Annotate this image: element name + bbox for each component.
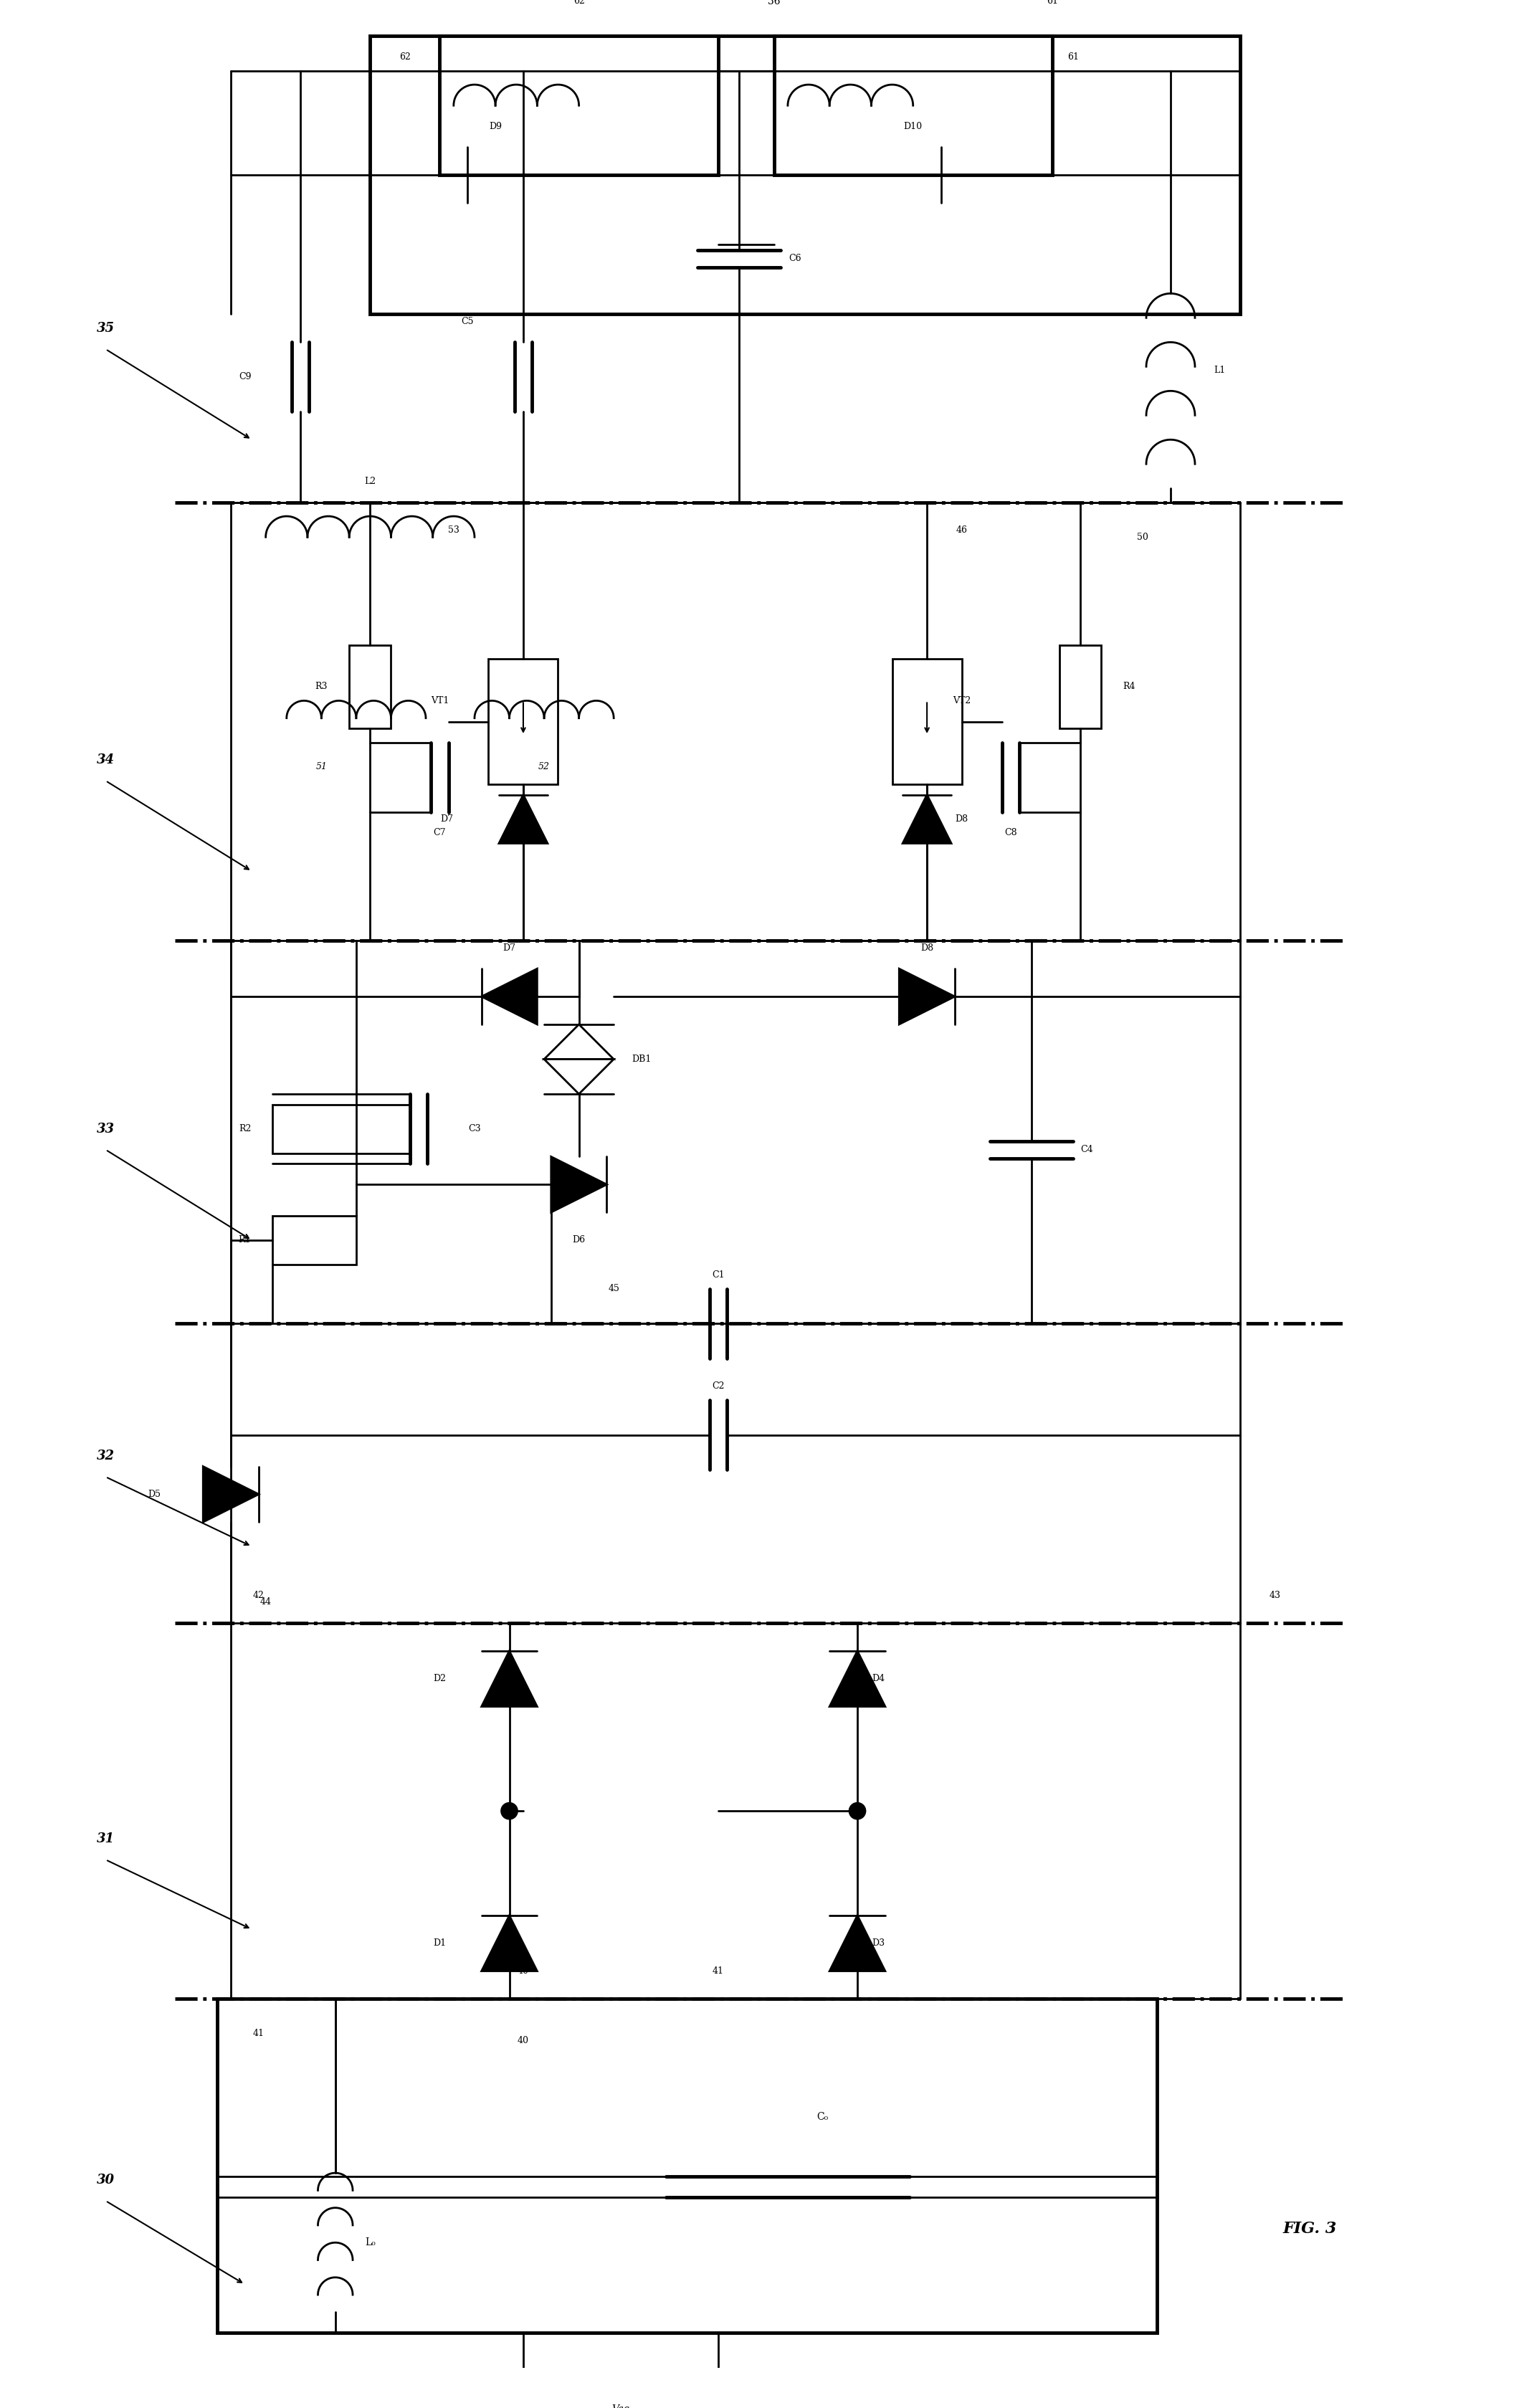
Bar xyxy=(216,1999,1157,2333)
Text: C7: C7 xyxy=(433,828,447,838)
Polygon shape xyxy=(482,968,536,1023)
Polygon shape xyxy=(552,1156,607,1211)
Text: C5: C5 xyxy=(462,315,474,325)
Polygon shape xyxy=(482,1914,536,1972)
Text: D4: D4 xyxy=(872,1674,885,1683)
Text: R2: R2 xyxy=(239,1125,251,1134)
Text: D1: D1 xyxy=(433,1938,447,1948)
Text: 30: 30 xyxy=(96,2174,114,2186)
Circle shape xyxy=(849,1804,866,1820)
Text: 44: 44 xyxy=(261,1597,271,1606)
Text: 62: 62 xyxy=(399,53,410,63)
Text: D6: D6 xyxy=(573,1235,585,1245)
Text: 35: 35 xyxy=(96,323,114,335)
Text: D9: D9 xyxy=(489,123,501,130)
Text: 53: 53 xyxy=(448,525,459,535)
Text: VT2: VT2 xyxy=(952,696,971,706)
Text: 34: 34 xyxy=(96,754,114,766)
Text: C3: C3 xyxy=(468,1125,482,1134)
Text: R1: R1 xyxy=(239,1235,251,1245)
Bar xyxy=(349,645,392,730)
Text: L1: L1 xyxy=(1213,366,1225,376)
Polygon shape xyxy=(498,795,547,843)
Text: L2: L2 xyxy=(364,477,376,486)
Text: D10: D10 xyxy=(904,123,922,130)
Text: D7: D7 xyxy=(440,814,453,824)
Text: Vac: Vac xyxy=(611,2406,629,2408)
Text: C₀: C₀ xyxy=(817,2112,829,2121)
Text: 62: 62 xyxy=(573,0,585,5)
Polygon shape xyxy=(899,968,956,1023)
Polygon shape xyxy=(203,1466,259,1522)
Text: D3: D3 xyxy=(872,1938,885,1948)
Polygon shape xyxy=(544,1023,614,1060)
Polygon shape xyxy=(829,1652,885,1707)
Text: 33: 33 xyxy=(96,1122,114,1134)
Bar xyxy=(1059,645,1100,730)
Text: 45: 45 xyxy=(608,1283,619,1293)
Bar xyxy=(273,1105,357,1153)
Circle shape xyxy=(501,1804,518,1820)
Polygon shape xyxy=(829,1914,885,1972)
Text: FIG. 3: FIG. 3 xyxy=(1283,2220,1337,2237)
Polygon shape xyxy=(468,147,523,202)
Text: 32: 32 xyxy=(96,1450,114,1462)
Text: D5: D5 xyxy=(148,1491,162,1498)
Text: D2: D2 xyxy=(433,1674,447,1683)
Text: 46: 46 xyxy=(956,525,968,535)
Bar xyxy=(489,660,558,785)
Text: D8: D8 xyxy=(920,944,934,954)
Text: 41: 41 xyxy=(253,2030,265,2040)
Text: 31: 31 xyxy=(96,1832,114,1845)
Text: C8: C8 xyxy=(1004,828,1017,838)
Text: 43: 43 xyxy=(1269,1592,1280,1599)
Text: C4: C4 xyxy=(1081,1146,1093,1153)
Text: C2: C2 xyxy=(712,1382,724,1392)
Polygon shape xyxy=(544,1060,614,1093)
Text: 50: 50 xyxy=(1137,532,1149,542)
Text: R4: R4 xyxy=(1123,681,1135,691)
Polygon shape xyxy=(902,795,951,843)
Text: 41: 41 xyxy=(712,1967,724,1975)
Text: 51: 51 xyxy=(315,763,328,771)
Text: VT1: VT1 xyxy=(431,696,448,706)
Bar xyxy=(370,36,1241,315)
Text: D8: D8 xyxy=(956,814,968,824)
Bar xyxy=(273,1216,357,1264)
Text: 52: 52 xyxy=(538,763,550,771)
Text: 61: 61 xyxy=(1067,53,1079,63)
Polygon shape xyxy=(482,1652,536,1707)
Bar xyxy=(774,36,1052,176)
Text: C6: C6 xyxy=(788,253,802,262)
Text: R3: R3 xyxy=(315,681,328,691)
Polygon shape xyxy=(885,147,940,202)
Text: C1: C1 xyxy=(712,1271,724,1279)
Text: 36: 36 xyxy=(768,0,780,7)
Text: 40: 40 xyxy=(518,2037,529,2044)
Text: 40: 40 xyxy=(518,1967,529,1975)
Text: DB1: DB1 xyxy=(632,1055,651,1064)
Text: D7: D7 xyxy=(503,944,515,954)
Text: C9: C9 xyxy=(239,373,251,380)
Text: 42: 42 xyxy=(253,1592,265,1599)
Bar xyxy=(440,36,718,176)
Bar xyxy=(892,660,962,785)
Text: L₀: L₀ xyxy=(364,2237,375,2247)
Text: 61: 61 xyxy=(1047,0,1058,5)
